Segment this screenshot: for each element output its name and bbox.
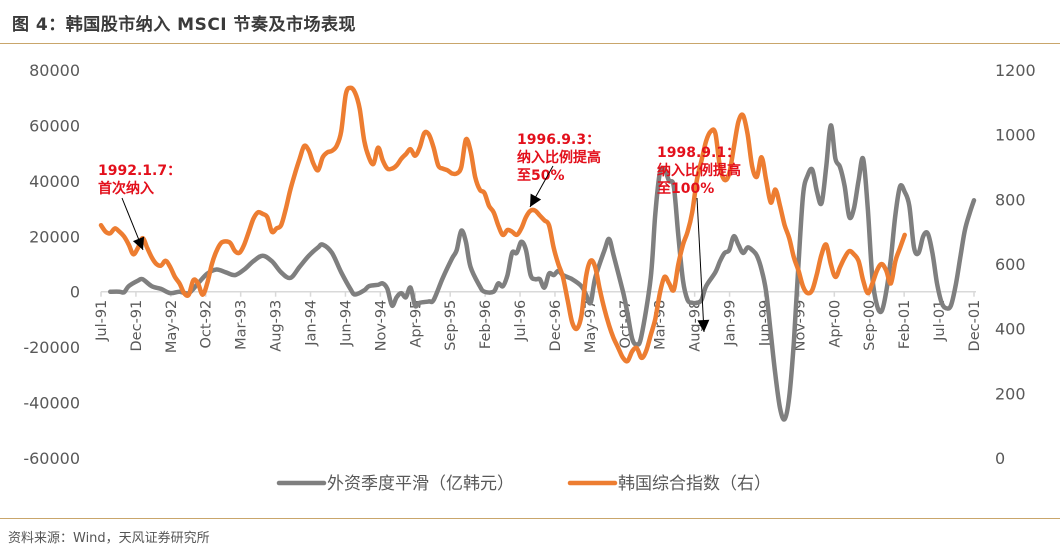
y-right-tick-label: 400	[995, 320, 1026, 339]
x-tick-label: Aug-98	[688, 300, 704, 352]
x-tick-label: Jul-96	[513, 300, 529, 342]
source-note: 资料来源：Wind，天风证券研究所	[8, 531, 210, 546]
y-left-tick-label: -60000	[23, 449, 80, 468]
x-tick-label: Jan-94	[304, 300, 320, 347]
annotation-arrowhead-icon	[697, 319, 710, 332]
bottom-divider	[0, 518, 1060, 519]
y-right-tick-label: 1200	[995, 61, 1036, 80]
series-lines	[98, 85, 977, 422]
x-tick-label: May-92	[164, 300, 180, 353]
y-left-tick-label: 80000	[29, 61, 80, 80]
y-left-tick-label: -40000	[23, 394, 80, 413]
y-left-tick-label: 0	[70, 283, 80, 302]
annotation-label: 1996.9.3：	[517, 132, 600, 148]
legend: 外资季度平滑（亿韩元） 韩国综合指数（右）	[276, 474, 771, 494]
x-tick-label: Dec-01	[967, 300, 983, 352]
x-axis-ticks: Jul-91 Dec-91 May-92 Oct-92 Mar-93 Aug-93 Jan-…	[94, 291, 983, 353]
x-tick-label: May-97	[583, 300, 599, 353]
y-left-tick-label: -20000	[23, 338, 80, 357]
y-right-tick-label: 0	[995, 449, 1005, 468]
annotation-label: 首次纳入	[98, 180, 154, 197]
x-tick-label: Dec-91	[129, 300, 145, 352]
annotation-label: 至100%	[657, 181, 714, 197]
chart: 800006000040000200000-20000-40000-60000 …	[23, 61, 1036, 494]
x-tick-label: Jan-99	[723, 300, 739, 347]
annotation-label: 1992.1.7：	[98, 163, 181, 179]
y-left-tick-label: 40000	[29, 172, 80, 191]
legend-label: 韩国综合指数（右）	[618, 474, 771, 494]
x-tick-label: Feb-96	[478, 300, 494, 349]
x-tick-label: Oct-92	[199, 300, 215, 349]
x-tick-label: Jun-94	[338, 300, 354, 347]
figure-title: 图 4：韩国股市纳入 MSCI 节奏及市场表现	[12, 15, 357, 35]
x-tick-label: Sep-00	[862, 300, 878, 351]
x-tick-label: Dec-96	[548, 300, 564, 352]
annotation-arrowhead-icon	[132, 236, 145, 250]
series-line-kospi	[98, 85, 907, 364]
y-axis-right: 1200 1000 800 600 400 200 0	[995, 61, 1036, 468]
y-axis-left: 80000 60000 40000 20000 0 -20000 -40000 -60000	[23, 61, 80, 468]
x-tick-label: Feb-01	[897, 300, 913, 349]
annotation-label: 至50%	[517, 168, 565, 184]
annotation-label: 1998.9.1：	[657, 145, 740, 161]
y-right-tick-label: 1000	[995, 126, 1036, 145]
y-right-tick-label: 800	[995, 190, 1026, 209]
annotations: 1992.1.7：首次纳入1996.9.3：纳入比例提高至50%1998.9.1…	[98, 132, 741, 333]
y-left-tick-label: 20000	[29, 227, 80, 246]
annotation-label: 纳入比例提高	[657, 162, 741, 179]
series-line-foreign-flow	[107, 123, 977, 422]
x-tick-label: Apr-00	[827, 300, 843, 348]
top-divider	[0, 43, 1060, 44]
y-right-tick-label: 200	[995, 384, 1026, 403]
legend-label: 外资季度平滑（亿韩元）	[327, 474, 514, 494]
annotation-arrow-line	[696, 197, 705, 333]
annotation-label: 纳入比例提高	[517, 149, 601, 166]
x-tick-label: Aug-93	[269, 300, 285, 352]
y-right-tick-label: 600	[995, 255, 1026, 274]
y-left-tick-label: 60000	[29, 116, 80, 135]
x-tick-label: Apr-95	[408, 300, 424, 348]
annotation-arrowhead-icon	[530, 193, 542, 207]
x-tick-label: Jul-91	[94, 300, 110, 342]
x-tick-label: Jul-01	[932, 300, 948, 342]
x-tick-label: Mar-93	[234, 300, 250, 350]
x-tick-label: Sep-95	[443, 300, 459, 351]
x-tick-label: Nov-94	[373, 300, 389, 352]
